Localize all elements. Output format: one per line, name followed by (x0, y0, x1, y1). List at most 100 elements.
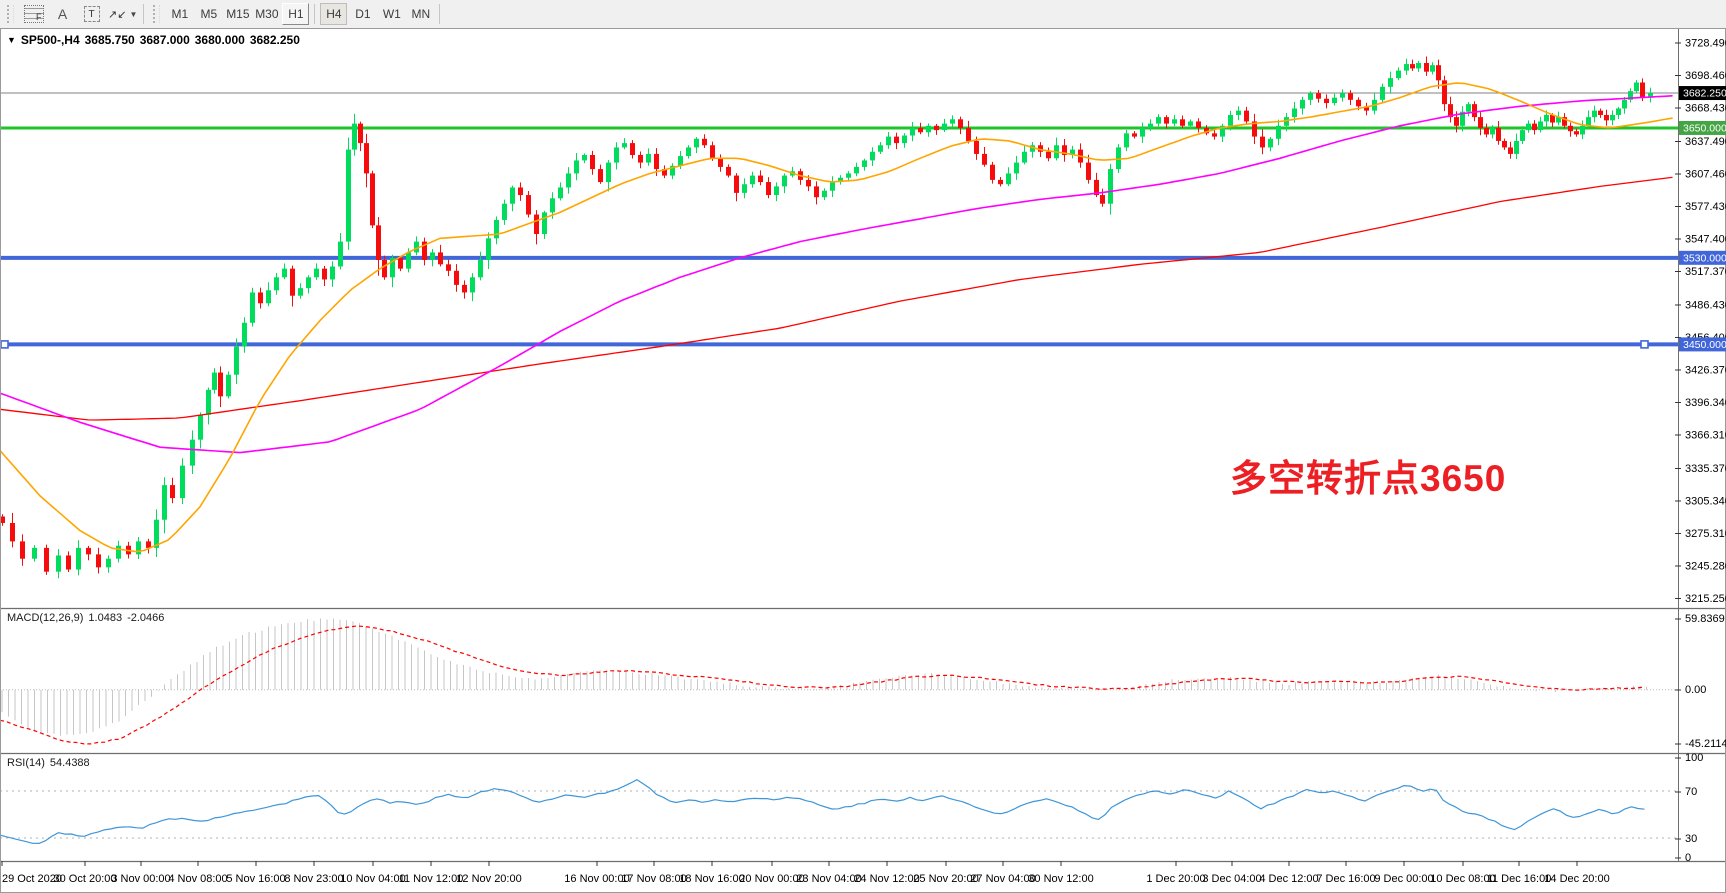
toolbar-separator (143, 4, 145, 24)
time-axis-label: 3 Nov 00:00 (111, 873, 170, 885)
time-axis-label: 4 Nov 08:00 (168, 873, 227, 885)
time-axis-label: 5 Nov 16:00 (226, 873, 285, 885)
time-axis-label: 29 Oct 2020 (2, 873, 62, 885)
rsi-scale-label: 100 (1685, 752, 1703, 764)
indicator-scales: 59.8369 0.00 -45.2114 100 70 30 0 (1675, 613, 1726, 864)
rsi-scale-label: 70 (1685, 786, 1697, 798)
macd-scale-label: 59.8369 (1685, 613, 1725, 625)
price-axis-label: 3517.370 (1685, 266, 1726, 278)
price-tag-3450.000 (1679, 337, 1726, 352)
timeframe-toolbar-grip[interactable] (153, 5, 161, 23)
low-value: 3680.000 (194, 33, 245, 47)
chart-window: 3728.490 3698.460 3668.430 3637.490 3607.460… (0, 28, 1726, 893)
macd-scale-label: -45.2114 (1685, 738, 1726, 750)
arrows-icon: ↗↙ (108, 8, 127, 21)
timeframe-button-m30[interactable]: M30 (255, 7, 279, 21)
chart-text-annotation[interactable]: 多空转折点3650 (1230, 458, 1507, 499)
price-axis-label: 3728.490 (1685, 38, 1726, 50)
symbol-timeframe-label: SP500-,H4 (20, 33, 80, 47)
price-axis-label: 3668.430 (1685, 103, 1726, 115)
time-axis-label: 17 Nov 08:00 (621, 873, 686, 885)
timeframe-button-d1[interactable]: D1 (355, 7, 371, 21)
price-tag-text: 3682.250 (1683, 88, 1726, 100)
fibonacci-tool-button[interactable]: F (20, 3, 47, 25)
time-axis-label: 20 Nov 00:00 (739, 873, 804, 885)
rsi-value: 54.4388 (49, 757, 90, 769)
text-box-tool-button[interactable]: T (78, 3, 105, 25)
toolbar-separator (314, 4, 316, 24)
rsi-name: RSI(14) (7, 757, 45, 769)
time-axis-label: 11 Dec 16:00 (1487, 873, 1552, 885)
time-axis-label: 14 Dec 20:00 (1544, 873, 1609, 885)
price-tag-text: 3530.000 (1683, 252, 1726, 264)
text-label-tool-button[interactable]: A (49, 3, 76, 25)
price-tag-3682.250 (1679, 86, 1726, 101)
price-tag-text: 3450.000 (1683, 339, 1726, 351)
timeframe-button-h1[interactable]: H1 (282, 3, 310, 25)
fibonacci-icon: F (23, 5, 44, 23)
price-axis-label: 3396.340 (1685, 397, 1726, 409)
timeframe-button-m5[interactable]: M5 (200, 7, 218, 21)
chart-background (0, 28, 1726, 893)
timeframe-button-mn[interactable]: MN (411, 7, 431, 21)
toolbar: F A T ↗↙ ▼ M1 M5 M15 M30 H1 H4 D1 W1 MN (0, 0, 1726, 29)
price-chart-surface[interactable]: 3728.490 3698.460 3668.430 3637.490 3607.460… (0, 28, 1726, 893)
time-axis-label: 18 Nov 16:00 (679, 873, 744, 885)
macd-signal-value: -2.0466 (127, 612, 165, 624)
arrows-tool-button[interactable]: ↗↙ ▼ (107, 3, 138, 25)
chart-ohlc-title: ▼ SP500-,H4 3685.750 3687.000 3680.000 3… (7, 33, 300, 47)
price-axis-label: 3547.400 (1685, 233, 1726, 245)
price-tag-text: 3650.000 (1683, 122, 1726, 134)
time-axis-label: 1 Dec 20:00 (1146, 873, 1205, 885)
time-axis-label: 24 Nov 12:00 (854, 873, 919, 885)
time-axis-label: 8 Nov 23:00 (284, 873, 343, 885)
price-axis-label: 3245.280 (1685, 560, 1726, 572)
time-axis-label: 30 Nov 12:00 (1028, 873, 1093, 885)
close-value: 3682.250 (249, 33, 300, 47)
text-box-icon: T (83, 6, 100, 22)
rsi-line (0, 779, 1645, 845)
price-axis-label: 3698.460 (1685, 70, 1726, 82)
macd-indicator-label: MACD(12,26,9) 1.0483 -2.0466 (7, 612, 164, 624)
rsi-indicator-label: RSI(14) 54.4388 (7, 757, 90, 769)
time-axis-label: 25 Nov 20:00 (913, 873, 978, 885)
price-axis-label: 3366.310 (1685, 429, 1726, 441)
time-axis-label: 7 Dec 16:00 (1316, 873, 1375, 885)
macd-name: MACD(12,26,9) (7, 612, 84, 624)
macd-panel[interactable] (0, 618, 1678, 745)
rsi-scale-label: 0 (1685, 852, 1691, 864)
level-lines-layer[interactable] (0, 92, 1678, 349)
ma-fast-line (0, 82, 1673, 553)
macd-scale-label: 0.00 (1685, 684, 1706, 696)
price-axis-label: 3215.250 (1685, 593, 1726, 605)
timeframe-button-m15[interactable]: M15 (226, 7, 250, 21)
timeframe-button-m1[interactable]: M1 (171, 7, 189, 21)
price-axis-label: 3275.310 (1685, 528, 1726, 540)
price-tags: 3682.250 3650.000 3530.000 3450.000 (1679, 86, 1726, 352)
time-axis-label: 23 Nov 04:00 (796, 873, 861, 885)
price-axis-label: 3577.430 (1685, 201, 1726, 213)
chevron-down-icon[interactable]: ▼ (129, 9, 138, 19)
line-selection-handle[interactable] (1640, 340, 1649, 349)
macd-signal-line (0, 625, 1646, 745)
price-axis-label: 3426.370 (1685, 364, 1726, 376)
time-axis-label: 16 Nov 00:00 (564, 873, 629, 885)
time-axis-label: 3 Dec 04:00 (1202, 873, 1261, 885)
time-axis-label: 30 Oct 20:00 (54, 873, 117, 885)
time-axis-label: 27 Nov 04:00 (970, 873, 1035, 885)
timeframe-button-h4[interactable]: H4 (320, 3, 348, 25)
ma-mid-line (0, 95, 1673, 454)
line-selection-handle[interactable] (0, 340, 9, 349)
timeframe-button-w1[interactable]: W1 (382, 7, 401, 21)
text-label-icon: A (57, 6, 68, 22)
macd-main-value: 1.0483 (88, 612, 123, 624)
price-axis-label: 3637.490 (1685, 136, 1726, 148)
rsi-panel[interactable] (0, 779, 1678, 845)
toolbar-grip[interactable] (7, 5, 14, 23)
price-tag-3650.000 (1679, 120, 1726, 135)
toolbar-separator (439, 4, 441, 24)
collapse-triangle-icon[interactable]: ▼ (7, 35, 16, 45)
time-axis-label: 10 Dec 08:00 (1430, 873, 1495, 885)
rsi-scale-label: 30 (1685, 833, 1697, 845)
